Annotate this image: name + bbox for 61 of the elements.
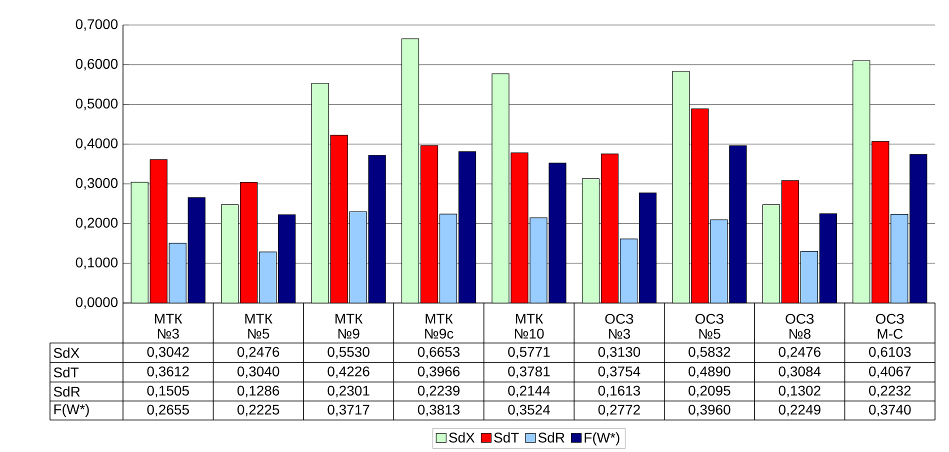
data-label: 0,2476 (778, 346, 820, 359)
text: SdR (54, 386, 80, 397)
data-label: 0,1302 (778, 386, 820, 398)
y-tick-label: 0,4000 (76, 138, 118, 150)
text: F(W*) (54, 404, 89, 418)
data-label: 0,2655 (147, 404, 189, 416)
x-tick-label: МТК №10 (515, 314, 544, 339)
data-label: 0,4890 (688, 366, 730, 378)
data-label: 0,3524 (508, 404, 550, 416)
x-tick-label: ОСЗ №8 (786, 314, 814, 339)
y-tick-label: 0,5000 (76, 98, 118, 110)
x-tick-label: ОСЗ №5 (695, 314, 724, 339)
data-label: 0,6103 (869, 346, 911, 359)
data-label: 0,3612 (147, 366, 189, 378)
legend-label: F(W*) (584, 432, 620, 446)
data-label: 0,3754 (598, 366, 640, 378)
data-label: 0,2476 (237, 346, 280, 359)
x-tick-label: ОСЗ М-С (876, 314, 904, 339)
x-tick-label: МТК №5 (245, 314, 272, 339)
legend-label: SdT (494, 432, 519, 443)
x-tick-label: МТК №3 (155, 314, 182, 339)
legend-label: SdX (449, 432, 475, 443)
data-label: 0,3813 (418, 404, 460, 416)
data-label: 0,5771 (508, 346, 550, 359)
data-label: 0,1286 (237, 386, 280, 398)
x-tick-label: МТК №9с (425, 314, 454, 339)
data-label: 0,4067 (869, 366, 911, 378)
data-label: 0,2232 (869, 386, 911, 398)
data-label: 0,3084 (778, 366, 821, 378)
y-tick-label: 0,1000 (76, 257, 118, 270)
y-tick-label: 0,6000 (76, 58, 118, 70)
data-label: 0,3717 (328, 404, 370, 416)
y-tick-label: 0,0000 (76, 297, 118, 309)
data-label: 0,5530 (328, 346, 370, 359)
data-label: 0,2225 (237, 404, 280, 416)
x-tick-label: ОСЗ №3 (605, 314, 634, 339)
y-tick-label: 0,7000 (76, 19, 118, 31)
data-label: 0,4226 (328, 366, 370, 378)
data-label: 0,5832 (688, 346, 730, 359)
data-label: 0,2301 (328, 386, 370, 398)
data-label: 0,3740 (869, 404, 911, 416)
data-label: 0,2095 (688, 386, 730, 398)
data-label: 0,3042 (147, 346, 189, 359)
data-label: 0,2144 (508, 386, 550, 398)
data-label: 0,3130 (598, 346, 640, 359)
data-label: 0,3781 (508, 366, 550, 378)
data-label: 0,1613 (598, 386, 640, 398)
data-label: 0,6653 (418, 346, 460, 359)
text: SdT (54, 367, 79, 378)
data-label: 0,1505 (147, 386, 189, 398)
data-label: 0,3040 (237, 366, 280, 378)
text: SdX (54, 348, 80, 358)
data-label: 0,2239 (418, 386, 460, 398)
data-label: 0,2249 (778, 404, 820, 416)
data-label: 0,3966 (418, 366, 460, 378)
data-label: 0,2772 (598, 404, 640, 416)
y-tick-label: 0,2000 (76, 218, 118, 230)
data-label: 0,3960 (688, 404, 730, 416)
x-tick-label: МТК №9 (336, 314, 363, 339)
y-tick-label: 0,3000 (76, 178, 118, 190)
legend-label: SdR (538, 432, 564, 443)
